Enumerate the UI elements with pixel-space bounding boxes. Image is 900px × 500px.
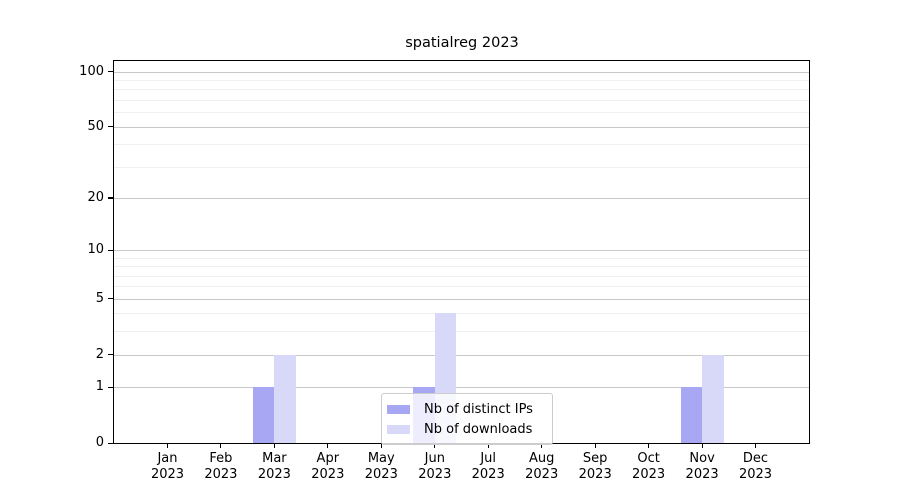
bar-nb-of-distinct-ips-mar xyxy=(252,387,275,443)
minor-gridline xyxy=(114,275,809,277)
x-tick-mark xyxy=(594,444,596,448)
major-gridline xyxy=(114,250,809,251)
x-tick-month: Dec xyxy=(742,451,769,466)
y-tick-label: 1 xyxy=(95,379,104,395)
minor-gridline xyxy=(114,266,809,268)
y-tick-label: 100 xyxy=(79,63,104,79)
x-tick-label: Jun 2023 xyxy=(403,451,467,483)
x-tick-label: Apr 2023 xyxy=(296,451,360,483)
x-tick-year: 2023 xyxy=(738,467,773,482)
x-tick-year: 2023 xyxy=(204,467,238,482)
x-tick-month: Nov xyxy=(689,451,715,466)
major-gridline xyxy=(114,354,809,356)
x-tick-label: Aug 2023 xyxy=(510,451,574,483)
x-tick-month: Jun xyxy=(424,451,445,466)
x-tick-month: Jul xyxy=(480,451,497,466)
major-gridline xyxy=(114,197,809,199)
x-tick-mark xyxy=(166,444,169,448)
x-tick-month: Aug xyxy=(528,451,555,466)
chart-title: spatialreg 2023 xyxy=(405,35,519,51)
x-tick-label: Dec 2023 xyxy=(724,451,788,483)
x-tick-year: 2023 xyxy=(471,467,505,482)
x-tick-mark xyxy=(380,444,382,448)
minor-gridline xyxy=(114,99,809,101)
x-tick-mark xyxy=(754,444,757,448)
x-tick-label: Feb 2023 xyxy=(189,451,253,483)
minor-gridline xyxy=(114,257,809,259)
minor-gridline xyxy=(114,286,809,288)
x-tick-mark xyxy=(273,444,275,448)
x-tick-label: Mar 2023 xyxy=(242,451,306,483)
y-tick-mark xyxy=(108,298,113,300)
y-tick-mark xyxy=(108,126,113,128)
x-tick-month: Jan xyxy=(157,451,178,466)
x-tick-mark xyxy=(648,444,650,448)
major-gridline xyxy=(114,71,809,73)
minor-gridline xyxy=(114,89,809,91)
minor-gridline xyxy=(114,166,809,168)
x-tick-month: Oct xyxy=(637,451,660,466)
bar-nb-of-downloads-mar xyxy=(274,354,296,443)
x-tick-year: 2023 xyxy=(150,467,185,482)
y-tick-mark xyxy=(108,442,113,444)
x-tick-mark xyxy=(487,444,489,448)
y-tick-mark xyxy=(108,249,113,251)
y-tick-label: 0 xyxy=(95,435,104,450)
major-gridline xyxy=(114,126,809,128)
x-tick-year: 2023 xyxy=(578,467,612,482)
x-tick-mark xyxy=(327,444,329,448)
legend-swatch-distinct-ips xyxy=(387,404,410,414)
x-tick-label: Nov 2023 xyxy=(670,451,734,483)
x-tick-year: 2023 xyxy=(685,467,719,482)
y-tick-mark xyxy=(108,354,113,356)
x-tick-label: Jan 2023 xyxy=(136,451,200,483)
minor-gridline xyxy=(114,331,809,333)
x-tick-label: Sep 2023 xyxy=(563,451,627,483)
x-tick-year: 2023 xyxy=(418,467,452,482)
y-tick-mark xyxy=(108,386,113,388)
x-tick-mark xyxy=(220,444,222,448)
minor-gridline xyxy=(114,79,809,81)
y-tick-label: 10 xyxy=(87,242,104,257)
x-tick-year: 2023 xyxy=(257,467,291,482)
x-tick-year: 2023 xyxy=(311,467,345,482)
plot-area: Nb of distinct IPs Nb of downloads xyxy=(113,60,810,445)
x-tick-month: Mar xyxy=(262,451,287,466)
x-tick-mark xyxy=(434,444,436,448)
x-tick-label: May 2023 xyxy=(349,451,413,483)
x-tick-month: Sep xyxy=(582,451,608,466)
legend-row-distinct-ips: Nb of distinct IPs xyxy=(387,399,543,419)
x-tick-year: 2023 xyxy=(525,467,559,482)
y-tick-label: 5 xyxy=(95,290,104,306)
legend-row-downloads: Nb of downloads xyxy=(387,419,543,439)
x-tick-label: Oct 2023 xyxy=(617,451,681,483)
x-tick-year: 2023 xyxy=(364,467,398,482)
x-tick-mark xyxy=(541,444,543,448)
y-tick-mark xyxy=(108,197,113,199)
x-tick-month: Apr xyxy=(316,451,340,466)
x-tick-month: May xyxy=(367,451,395,466)
y-tick-label: 20 xyxy=(87,189,104,205)
legend: Nb of distinct IPs Nb of downloads xyxy=(381,393,553,445)
x-tick-year: 2023 xyxy=(632,467,666,482)
y-tick-label: 50 xyxy=(87,118,104,134)
minor-gridline xyxy=(114,112,809,113)
minor-gridline xyxy=(114,144,809,145)
legend-label-distinct-ips: Nb of distinct IPs xyxy=(424,401,533,417)
x-tick-month: Feb xyxy=(209,451,233,466)
y-tick-mark xyxy=(108,71,113,73)
bar-nb-of-downloads-nov xyxy=(702,354,724,443)
legend-swatch-downloads xyxy=(387,424,410,434)
major-gridline xyxy=(114,298,809,300)
x-tick-label: Jul 2023 xyxy=(456,451,520,483)
y-tick-label: 2 xyxy=(95,346,104,362)
minor-gridline xyxy=(114,313,809,315)
major-gridline xyxy=(114,387,809,389)
legend-label-downloads: Nb of downloads xyxy=(424,421,533,437)
bar-nb-of-distinct-ips-nov xyxy=(680,387,703,443)
x-tick-mark xyxy=(701,444,703,448)
